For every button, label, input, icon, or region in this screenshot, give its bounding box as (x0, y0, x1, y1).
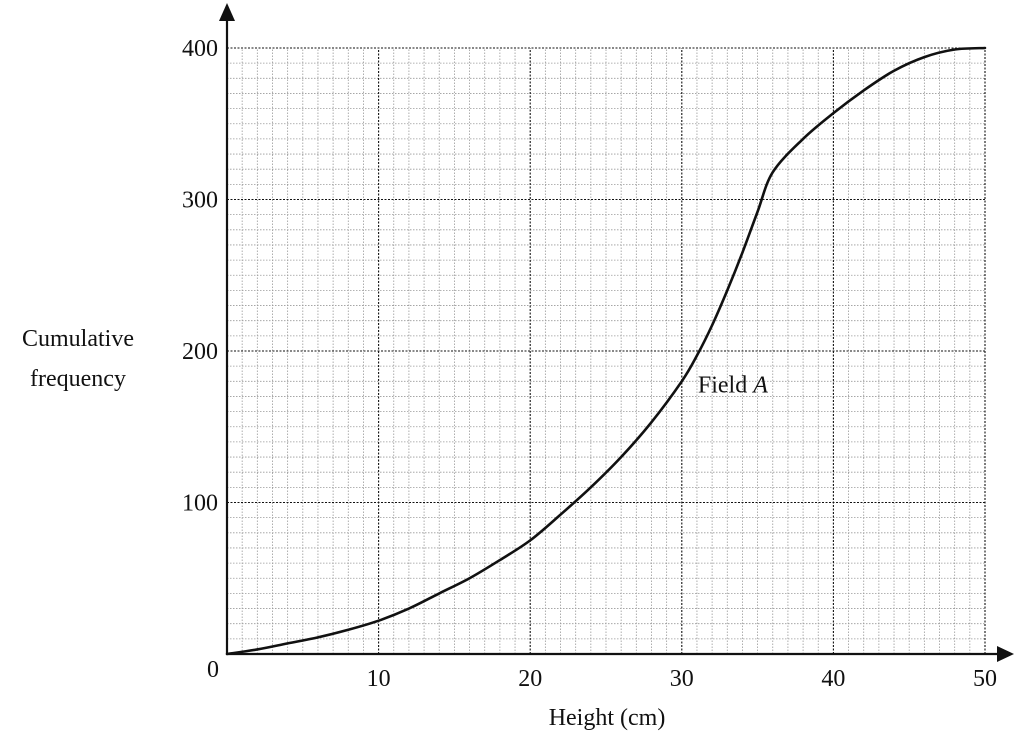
y-axis-title-line-2: frequency (30, 366, 126, 392)
cumulative-frequency-curve (225, 46, 987, 656)
y-tick-label: 300 (182, 188, 218, 214)
x-tick-label: 30 (670, 666, 694, 692)
x-axis-title: Height (cm) (549, 705, 666, 731)
curve-label: Field A (698, 372, 768, 398)
x-tick-label: 50 (973, 666, 997, 692)
y-tick-label: 400 (182, 36, 218, 62)
x-tick-label: 40 (821, 666, 845, 692)
grid-minor (227, 48, 985, 654)
x-tick-label: 20 (518, 666, 542, 692)
origin-label: 0 (207, 657, 219, 683)
axes (219, 3, 1014, 662)
x-tick-label: 10 (367, 666, 391, 692)
y-axis-title-line-1: Cumulative (22, 326, 134, 352)
x-tick-labels: 10 20 30 40 50 (367, 666, 997, 692)
y-tick-label: 200 (182, 339, 218, 365)
x-axis-arrow (997, 646, 1014, 662)
curve-label-prefix: Field (698, 372, 753, 398)
y-axis-arrow (219, 3, 235, 21)
curve-label-italic: A (751, 372, 768, 398)
grid-major (227, 47, 986, 654)
y-tick-label: 100 (182, 491, 218, 517)
y-tick-labels: 100 200 300 400 (182, 36, 218, 517)
